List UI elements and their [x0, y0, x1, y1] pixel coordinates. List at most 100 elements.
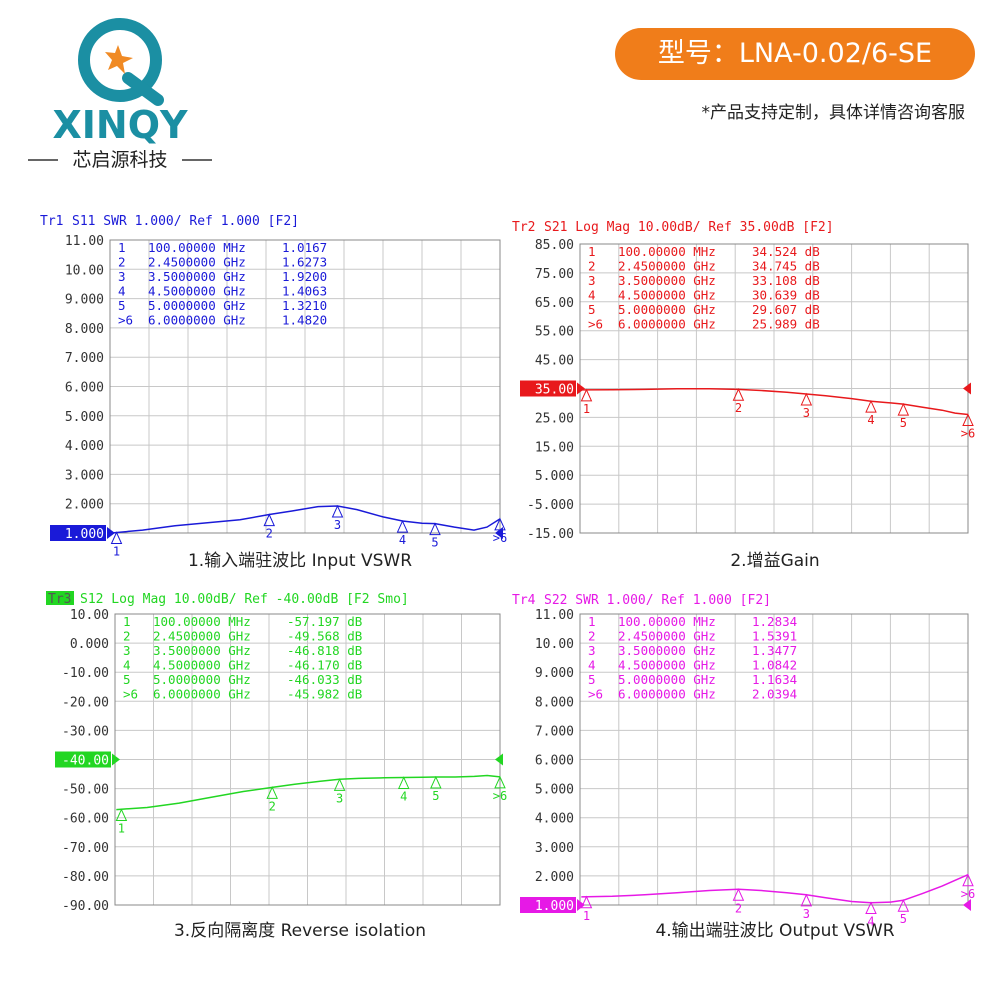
trace-label: Tr1: [40, 214, 63, 229]
y-tick-label: 75.00: [535, 267, 574, 282]
marker-label: >6: [961, 887, 975, 901]
caption: 4.输出端驻波比 Output VSWR: [655, 921, 894, 941]
y-tick-label: 45.00: [535, 354, 574, 369]
marker: [897, 402, 910, 416]
marker: [865, 399, 877, 413]
marker-label: 3: [803, 406, 810, 420]
chart-title: S12 Log Mag 10.00dB/ Ref -40.00dB [F2 Sm…: [80, 592, 409, 607]
marker-value: 30.639 dB: [752, 288, 820, 303]
y-tick-label: -5.000: [527, 498, 574, 513]
marker-value: -46.033 dB: [287, 672, 362, 687]
marker-value: 25.989 dB: [752, 317, 820, 332]
marker: [962, 413, 974, 427]
ref-arrow: [577, 899, 585, 911]
plot-frame: [109, 239, 501, 534]
marker-label: >6: [493, 531, 507, 545]
y-tick-label: -50.00: [62, 783, 109, 798]
marker: [732, 388, 745, 401]
ref-highlight: [520, 897, 576, 913]
ref-arrow: [112, 753, 120, 766]
y-tick-label: 1.000: [65, 527, 104, 542]
chart-title: S11 SWR 1.000/ Ref 1.000 [F2]: [72, 214, 299, 229]
model-pill: [615, 28, 975, 80]
marker-label: 1: [113, 545, 120, 559]
y-tick-label: 11.00: [65, 234, 104, 249]
marker-label: 3: [336, 791, 343, 805]
y-tick-label: -60.00: [62, 812, 109, 827]
marker-freq: 2.4500000 GHz: [148, 255, 246, 270]
marker-name: 1: [588, 614, 596, 629]
marker-name: 5: [588, 302, 596, 317]
marker-label: 5: [432, 789, 439, 803]
caption: 1.输入端驻波比 Input VSWR: [188, 551, 412, 571]
marker-label: 4: [400, 789, 407, 803]
logo-ring: [78, 18, 162, 102]
y-tick-label: 5.000: [65, 410, 104, 425]
marker-freq: 6.0000000 GHz: [153, 687, 251, 702]
y-tick-label: 2.000: [65, 498, 104, 513]
y-tick-label: 35.00: [535, 383, 574, 398]
marker-value: -46.818 dB: [287, 643, 362, 658]
y-tick-label: 8.000: [535, 695, 574, 710]
y-tick-label: 55.00: [535, 325, 574, 340]
marker-value: 1.0167: [282, 240, 327, 255]
marker-value: 1.5391: [752, 629, 797, 644]
marker-value: 1.1634: [752, 672, 797, 687]
marker-label: 3: [803, 907, 810, 921]
marker-value: 1.3210: [282, 298, 327, 313]
marker: [263, 513, 276, 527]
marker-freq: 5.0000000 GHz: [618, 302, 716, 317]
model: 型号：LNA-0.02/6-SE: [658, 38, 932, 69]
marker-freq: 4.5000000 GHz: [618, 288, 716, 303]
marker: [580, 895, 593, 909]
marker-label: 4: [867, 413, 874, 427]
chart: Tr2 S21 Log Mag 10.00dB/ Ref 35.00dB [F2]…: [512, 220, 975, 571]
marker-freq: 5.0000000 GHz: [153, 672, 251, 687]
y-tick-label: 15.00: [535, 440, 574, 455]
marker-value: 33.108 dB: [752, 273, 820, 288]
y-tick-label: 2.000: [535, 870, 574, 885]
y-tick-label: 10.00: [70, 608, 109, 623]
marker-freq: 4.5000000 GHz: [618, 658, 716, 673]
marker-value: -49.568 dB: [287, 629, 362, 644]
y-tick-label: -30.00: [62, 724, 109, 739]
marker-name: 3: [123, 643, 131, 658]
marker-freq: 4.5000000 GHz: [153, 658, 251, 673]
marker-freq: 6.0000000 GHz: [148, 313, 246, 328]
marker-value: 29.607 dB: [752, 302, 820, 317]
marker-value: 34.524 dB: [752, 244, 820, 259]
marker: [494, 517, 506, 531]
marker-value: 1.6273: [282, 255, 327, 270]
caption: 2.增益Gain: [730, 551, 819, 571]
marker: [897, 899, 910, 912]
ref-highlight: [55, 751, 111, 768]
marker: [396, 519, 409, 533]
marker-label: 1: [583, 909, 590, 923]
trace-label: Tr2: [512, 220, 535, 235]
y-tick-label: -10.00: [62, 666, 109, 681]
marker-freq: 100.00000 MHz: [148, 240, 246, 255]
marker: [333, 778, 346, 791]
marker-name: >6: [118, 313, 133, 328]
marker-freq: 6.0000000 GHz: [618, 687, 716, 702]
marker: [800, 392, 813, 406]
chart: Tr4 S22 SWR 1.000/ Ref 1.000 [F2]11.00 10.…: [512, 593, 975, 941]
marker: [494, 775, 506, 789]
marker-freq: 100.00000 MHz: [618, 614, 716, 629]
ref-arrow: [963, 899, 971, 911]
marker-name: 2: [123, 629, 131, 644]
chart: Tr1 S11 SWR 1.000/ Ref 1.000 [F2] 11.00 10.…: [40, 214, 507, 571]
marker-label: 5: [900, 912, 907, 926]
marker-label: 1: [118, 822, 125, 836]
marker-freq: 3.5000000 GHz: [153, 643, 251, 658]
trace-label: Tr3: [48, 592, 71, 607]
marker: [962, 873, 974, 887]
plot-frame: [579, 613, 969, 906]
trace-line: [581, 388, 969, 416]
y-tick-label: 6.000: [65, 381, 104, 396]
marker-value: -45.982 dB: [287, 687, 362, 702]
caption: 3.反向隔离度 Reverse isolation: [174, 921, 426, 941]
marker-freq: 6.0000000 GHz: [618, 317, 716, 332]
ref-arrow: [495, 753, 503, 766]
